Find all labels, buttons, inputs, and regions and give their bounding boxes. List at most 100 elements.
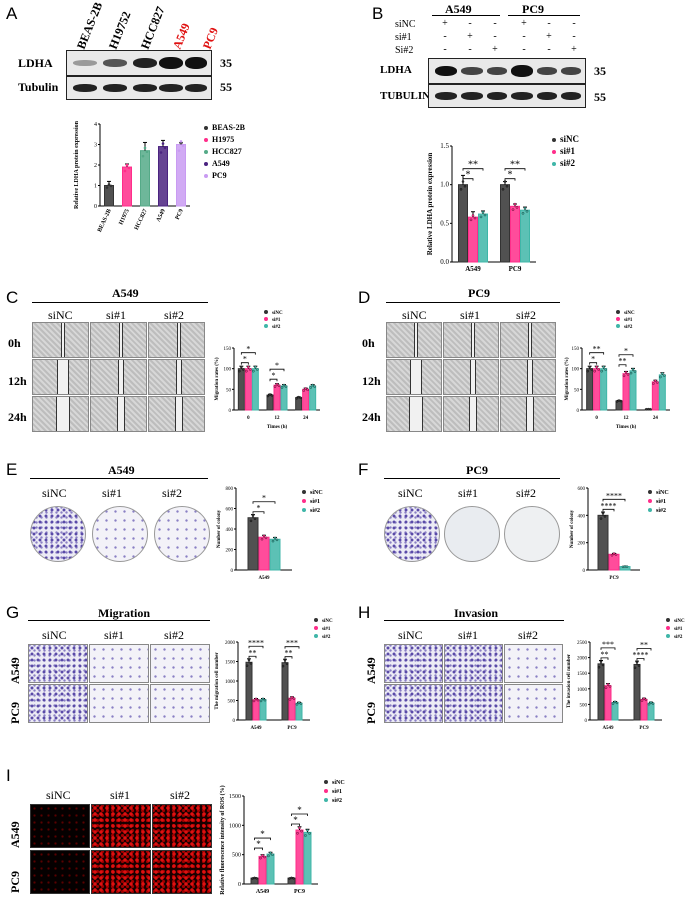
sign-cell: -: [522, 44, 526, 55]
colony-dish: [30, 506, 86, 562]
colony-dish: [444, 506, 500, 562]
data-point: [311, 383, 314, 387]
chart-f: 0 200 400 600 Number of colony PC9 ******** siN…: [570, 487, 669, 581]
data-point: [523, 206, 527, 210]
data-point: [624, 370, 628, 374]
sig-bracket: [504, 178, 516, 181]
y-tick-label: 1000: [225, 680, 236, 685]
transwell-image: [384, 644, 443, 683]
y-tick-label: 0.5: [440, 219, 449, 227]
y-tick-label: 0: [585, 719, 588, 724]
panel-title: A549: [112, 286, 139, 300]
panel-letter-g: G: [6, 603, 20, 622]
col-label: si#2: [516, 486, 537, 500]
sig-bracket: [462, 178, 474, 181]
legend-marker: [552, 150, 556, 154]
x-tick-label: PC9: [609, 576, 619, 581]
colony-dish: [92, 506, 148, 562]
sig-label: ****: [633, 650, 649, 659]
kda-label: 35: [220, 56, 232, 70]
sig-bracket: [284, 656, 293, 659]
bar: [622, 373, 630, 411]
legend-marker: [314, 618, 318, 622]
sig-bracket: [636, 658, 645, 661]
legend-marker: [302, 499, 306, 503]
data-point: [515, 206, 519, 209]
blot-strip-tubulin: [428, 84, 586, 108]
data-point: [145, 150, 149, 154]
y-tick-label: 500: [580, 703, 588, 708]
transwell-image: [28, 684, 88, 723]
data-point: [613, 700, 617, 704]
sig-bracket: [618, 354, 634, 357]
sig-label: *: [591, 355, 595, 364]
data-point: [521, 212, 525, 215]
legend-label: siNC: [674, 619, 685, 624]
data-point: [604, 368, 607, 371]
data-point: [296, 832, 299, 835]
legend-label: HCC827: [212, 147, 242, 156]
band: [537, 92, 557, 100]
title-line: [384, 620, 564, 621]
legend-marker: [324, 789, 328, 793]
row-label: PC9: [8, 702, 22, 724]
row-label: PC9: [364, 702, 378, 724]
data-point: [306, 388, 309, 391]
data-point: [651, 702, 655, 705]
sig-label: ****: [601, 501, 617, 510]
title-line: [384, 478, 560, 479]
sig-label: *: [257, 504, 261, 513]
data-point: [597, 665, 601, 669]
data-point: [642, 697, 646, 700]
row-label: A549: [364, 657, 378, 684]
row-label: 24h: [8, 410, 27, 424]
sig-bracket: [269, 378, 278, 382]
sig-label: *: [508, 170, 513, 181]
wound-image: [32, 322, 89, 358]
data-point: [181, 144, 185, 148]
legend-label: si#1: [656, 499, 666, 505]
wound-image: [148, 322, 205, 358]
data-point: [253, 876, 256, 880]
data-point: [295, 397, 298, 400]
sig-label: *: [275, 361, 279, 370]
sign-cell: -: [443, 44, 447, 55]
data-point: [252, 369, 255, 373]
legend-marker: [648, 499, 652, 503]
legend-marker: [264, 324, 268, 328]
wound-gap: [469, 397, 477, 431]
col-label: si#1: [460, 308, 481, 322]
y-tick-label: 0.0: [440, 258, 449, 266]
ros-image: [91, 850, 151, 894]
data-point: [264, 536, 268, 540]
data-point: [505, 184, 509, 188]
bar: [266, 853, 275, 885]
data-point: [281, 664, 285, 668]
wound-gap: [55, 397, 70, 431]
bar: [104, 185, 114, 207]
bar: [586, 368, 594, 411]
data-point: [127, 166, 131, 170]
legend-label: si#1: [272, 318, 281, 323]
data-point: [483, 213, 487, 217]
x-tick-label: A549: [602, 726, 614, 731]
sig-bracket: [252, 511, 265, 514]
blot-row-label: LDHA: [18, 56, 53, 70]
transwell-image: [89, 644, 149, 683]
bar: [608, 553, 620, 571]
data-point: [656, 381, 659, 384]
data-point: [479, 215, 483, 219]
sig-bracket: [589, 352, 605, 355]
y-tick-label: 200: [226, 549, 234, 554]
data-point: [249, 368, 252, 371]
data-point: [661, 372, 664, 375]
y-tick-label: 0: [231, 569, 234, 574]
band: [435, 66, 457, 76]
bar: [295, 829, 304, 885]
legend-label: siNC: [310, 490, 323, 496]
legend-label: BEAS-2B: [212, 123, 246, 132]
x-tick-label: 0: [247, 416, 250, 421]
bar: [600, 368, 608, 411]
legend-marker: [204, 138, 208, 142]
